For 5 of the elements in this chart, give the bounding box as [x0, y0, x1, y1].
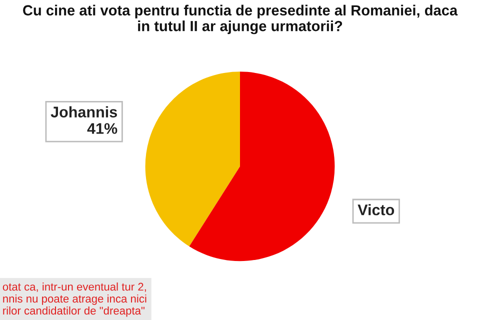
chart-title: Cu cine ati vota pentru functia de presedinte al Romaniei, daca in tutul II ar ajunge urmatorii? [23, 4, 458, 34]
data-label: 41% [87, 123, 118, 134]
slice-label: Victo [358, 204, 394, 216]
text: otat ca, intr-un eventual tur 2, nnis nu poate atrage inca nici rilor candidatilor de "dreapta" [2, 282, 146, 317]
slice-label: Johannis [50, 106, 117, 118]
